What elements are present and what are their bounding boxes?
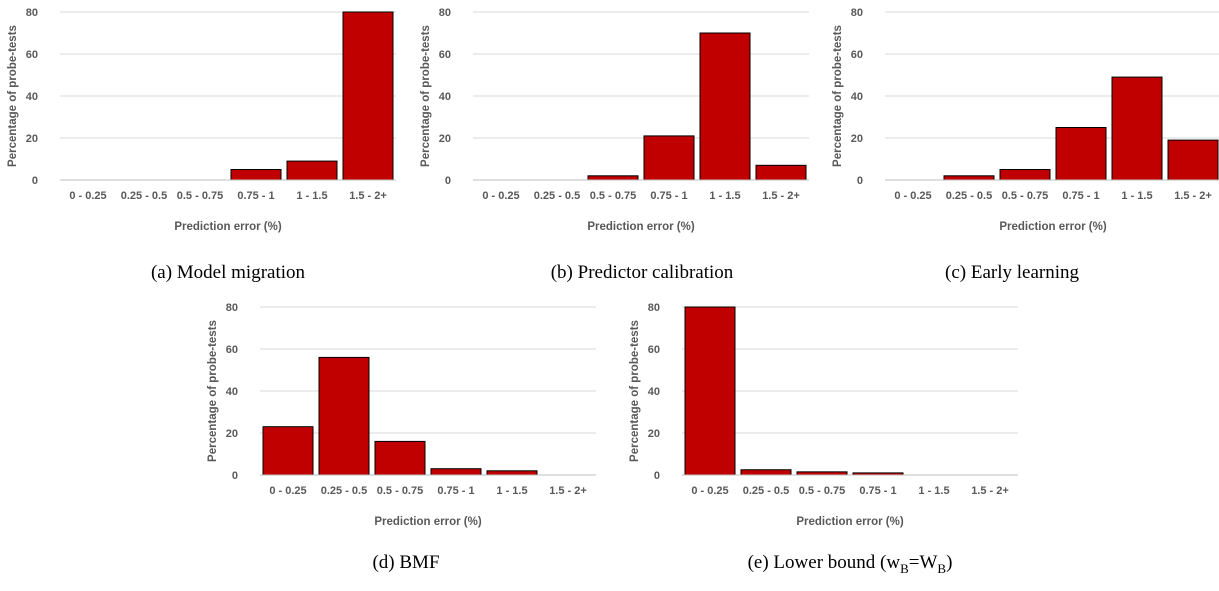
y-tick-label: 40 — [26, 91, 38, 103]
y-tick-label: 0 — [857, 175, 863, 187]
x-axis-title: Prediction error (%) — [999, 221, 1107, 233]
bar-1-1-5 — [486, 470, 538, 476]
y-tick-label: 40 — [226, 386, 238, 398]
x-tick-label: 0.25 - 0.5 — [946, 190, 992, 202]
bar-1-5-2- — [755, 164, 807, 181]
chart-panel-e: 0 20 40 60 80 0 - 0.25 0.25 - 0.5 0.5 - 0.75 0.7… — [629, 302, 1018, 576]
x-tick-label: 0.75 - 1 — [237, 190, 274, 202]
x-tick-label: 1 - 1.5 — [918, 485, 949, 497]
x-tick-label: 1 - 1.5 — [296, 190, 327, 202]
x-tick-label: 0.25 - 0.5 — [534, 190, 580, 202]
y-tick-label: 20 — [648, 428, 660, 440]
y-axis-title: Percentage of probe-tests — [832, 25, 844, 167]
y-axis-title: Percentage of probe-tests — [420, 25, 432, 167]
x-tick-label: 0.25 - 0.5 — [121, 190, 167, 202]
x-tick-label: 1 - 1.5 — [709, 190, 740, 202]
x-tick-label: 1.5 - 2+ — [971, 485, 1009, 497]
x-tick-label: 0.25 - 0.5 — [743, 485, 789, 497]
x-axis-title: Prediction error (%) — [174, 221, 282, 233]
chart-caption: (b) Predictor calibration — [551, 262, 734, 283]
x-axis-title: Prediction error (%) — [587, 221, 695, 233]
bar-0-75-1 — [230, 169, 282, 181]
bar-0-25-0-5 — [740, 469, 792, 476]
bar-0-75-1 — [643, 135, 695, 181]
x-tick-label: 0 - 0.25 — [69, 190, 106, 202]
chart-panel-d: 0 20 40 60 80 0 - 0.25 0.25 - 0.5 0.5 - 0.75 0.7… — [207, 302, 596, 573]
x-tick-label: 1.5 - 2+ — [762, 190, 800, 202]
x-tick-label: 0 - 0.25 — [269, 485, 306, 497]
x-tick-label: 0.75 - 1 — [437, 485, 474, 497]
x-tick-label: 0.75 - 1 — [1062, 190, 1099, 202]
x-tick-label: 0.25 - 0.5 — [321, 485, 367, 497]
x-tick-label: 0 - 0.25 — [894, 190, 931, 202]
bar-0-25-0-5 — [943, 175, 995, 181]
x-tick-label: 0.5 - 0.75 — [177, 190, 223, 202]
chart-panel-c: 0 20 40 60 80 0 - 0.25 0.25 - 0.5 0.5 - 0.75 0.7… — [832, 7, 1219, 283]
y-axis-title: Percentage of probe-tests — [207, 320, 219, 462]
y-tick-label: 80 — [26, 7, 38, 19]
y-tick-label: 20 — [439, 133, 451, 145]
y-tick-label: 0 — [32, 175, 38, 187]
y-tick-label: 40 — [439, 91, 451, 103]
x-tick-label: 1.5 - 2+ — [1174, 190, 1212, 202]
y-tick-label: 40 — [648, 386, 660, 398]
y-tick-label: 80 — [851, 7, 863, 19]
x-tick-label: 0 - 0.25 — [691, 485, 728, 497]
x-tick-label: 0 - 0.25 — [482, 190, 519, 202]
x-tick-label: 1 - 1.5 — [1121, 190, 1152, 202]
y-tick-label: 60 — [439, 49, 451, 61]
chart-caption: (a) Model migration — [151, 262, 306, 283]
y-tick-label: 0 — [654, 470, 660, 482]
y-tick-label: 20 — [226, 428, 238, 440]
y-axis-title: Percentage of probe-tests — [629, 320, 641, 462]
bar-1-1-5 — [286, 160, 338, 181]
bar-0-75-1 — [1055, 127, 1107, 181]
x-tick-label: 0.75 - 1 — [859, 485, 896, 497]
chart-caption: (d) BMF — [372, 552, 439, 573]
y-tick-label: 0 — [232, 470, 238, 482]
bar-1-5-2- — [1167, 139, 1219, 181]
bar-1-5-2- — [342, 11, 394, 181]
bar-1-1-5 — [699, 32, 751, 181]
x-axis-title: Prediction error (%) — [796, 516, 904, 528]
y-tick-label: 80 — [439, 7, 451, 19]
y-tick-label: 60 — [851, 49, 863, 61]
bar-0-5-0-75 — [374, 440, 426, 476]
y-tick-label: 0 — [445, 175, 451, 187]
x-tick-label: 1 - 1.5 — [496, 485, 527, 497]
y-tick-label: 20 — [851, 133, 863, 145]
y-tick-label: 40 — [851, 91, 863, 103]
y-tick-label: 60 — [26, 49, 38, 61]
bar-0-0-25 — [262, 426, 314, 476]
x-tick-label: 1.5 - 2+ — [549, 485, 587, 497]
y-tick-label: 80 — [648, 302, 660, 314]
bar-1-1-5 — [1111, 76, 1163, 181]
bar-0-75-1 — [430, 468, 482, 476]
bar-0-25-0-5 — [318, 356, 370, 476]
y-axis-title: Percentage of probe-tests — [7, 25, 19, 167]
x-tick-label: 0.5 - 0.75 — [377, 485, 423, 497]
chart-panel-a: 0 20 40 60 80 0 - 0.25 0.25 - 0.5 0.5 - 0.75 0.7… — [7, 7, 396, 283]
x-tick-label: 0.5 - 0.75 — [799, 485, 845, 497]
x-axis-title: Prediction error (%) — [374, 516, 482, 528]
y-tick-label: 60 — [648, 344, 660, 356]
chart-caption: (e) Lower bound (wB=WB) — [748, 552, 953, 576]
x-tick-label: 0.75 - 1 — [650, 190, 687, 202]
y-tick-label: 20 — [26, 133, 38, 145]
y-tick-label: 80 — [226, 302, 238, 314]
chart-caption: (c) Early learning — [945, 262, 1079, 283]
bar-0-5-0-75 — [999, 169, 1051, 181]
x-tick-label: 0.5 - 0.75 — [1002, 190, 1048, 202]
y-tick-label: 60 — [226, 344, 238, 356]
bar-0-5-0-75 — [587, 175, 639, 181]
x-tick-label: 0.5 - 0.75 — [590, 190, 636, 202]
chart-panel-b: 0 20 40 60 80 0 - 0.25 0.25 - 0.5 0.5 - 0.75 0.7… — [420, 7, 809, 283]
x-tick-label: 1.5 - 2+ — [349, 190, 387, 202]
bar-0-0-25 — [684, 306, 736, 476]
